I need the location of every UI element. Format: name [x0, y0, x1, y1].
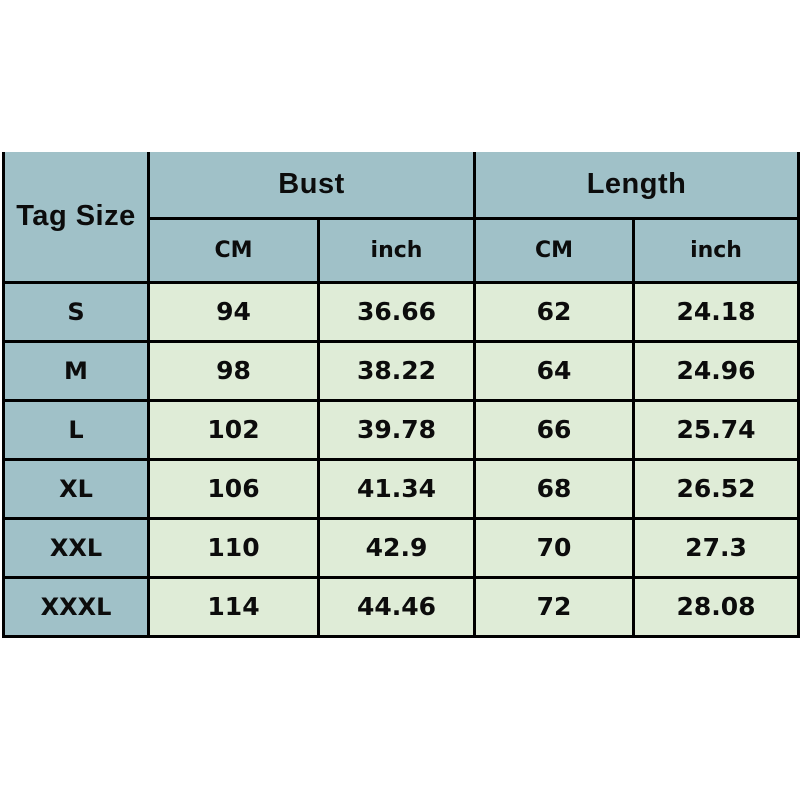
bust-inch-cell: 44.46 — [316, 575, 477, 638]
size-chart-table: Tag Size Bust Length CM inch CM inch S 9… — [2, 152, 800, 638]
length-cm-cell: 64 — [473, 339, 636, 402]
header-unit-row: CM inch CM inch — [4, 216, 800, 284]
subheader-length-inch: inch — [632, 216, 800, 284]
bust-inch-cell: 39.78 — [316, 398, 477, 461]
length-inch-cell: 24.18 — [632, 280, 800, 343]
bust-inch-cell: 41.34 — [316, 457, 477, 520]
bust-cm-cell: 114 — [147, 575, 320, 638]
bust-cm-cell: 94 — [147, 280, 320, 343]
bust-cm-cell: 106 — [147, 457, 320, 520]
size-cell: XXL — [2, 516, 150, 579]
size-cell: S — [2, 280, 150, 343]
length-inch-cell: 28.08 — [632, 575, 800, 638]
length-cm-cell: 62 — [473, 280, 636, 343]
size-cell: XL — [2, 457, 150, 520]
table-row-l: L 102 39.78 66 25.74 — [2, 398, 800, 461]
subheader-length-cm: CM — [473, 216, 636, 284]
length-cm-cell: 68 — [473, 457, 636, 520]
length-inch-cell: 24.96 — [632, 339, 800, 402]
length-inch-cell: 26.52 — [632, 457, 800, 520]
bust-inch-cell: 42.9 — [316, 516, 477, 579]
column-group-length: Length — [473, 152, 800, 220]
size-cell: L — [2, 398, 150, 461]
bust-cm-cell: 98 — [147, 339, 320, 402]
table-row-s: S 94 36.66 62 24.18 — [2, 280, 800, 343]
length-cm-cell: 66 — [473, 398, 636, 461]
bust-cm-cell: 102 — [147, 398, 320, 461]
table-row-m: M 98 38.22 64 24.96 — [2, 339, 800, 402]
bust-inch-cell: 36.66 — [316, 280, 477, 343]
size-cell: XXXL — [2, 575, 150, 638]
column-group-bust: Bust — [146, 152, 477, 220]
table-row-xl: XL 106 41.34 68 26.52 — [2, 457, 800, 520]
size-cell: M — [2, 339, 150, 402]
corner-header-tag-size: Tag Size — [2, 152, 150, 284]
table-row-xxxl: XXXL 114 44.46 72 28.08 — [2, 575, 800, 638]
bust-cm-cell: 110 — [147, 516, 320, 579]
length-cm-cell: 70 — [473, 516, 636, 579]
subheader-bust-cm: CM — [147, 216, 320, 284]
header-group-row: Tag Size Bust Length — [2, 152, 800, 284]
bust-inch-cell: 38.22 — [316, 339, 477, 402]
length-cm-cell: 72 — [473, 575, 636, 638]
table-row-xxl: XXL 110 42.9 70 27.3 — [2, 516, 800, 579]
subheader-bust-inch: inch — [316, 216, 477, 284]
length-inch-cell: 27.3 — [632, 516, 800, 579]
length-inch-cell: 25.74 — [632, 398, 800, 461]
